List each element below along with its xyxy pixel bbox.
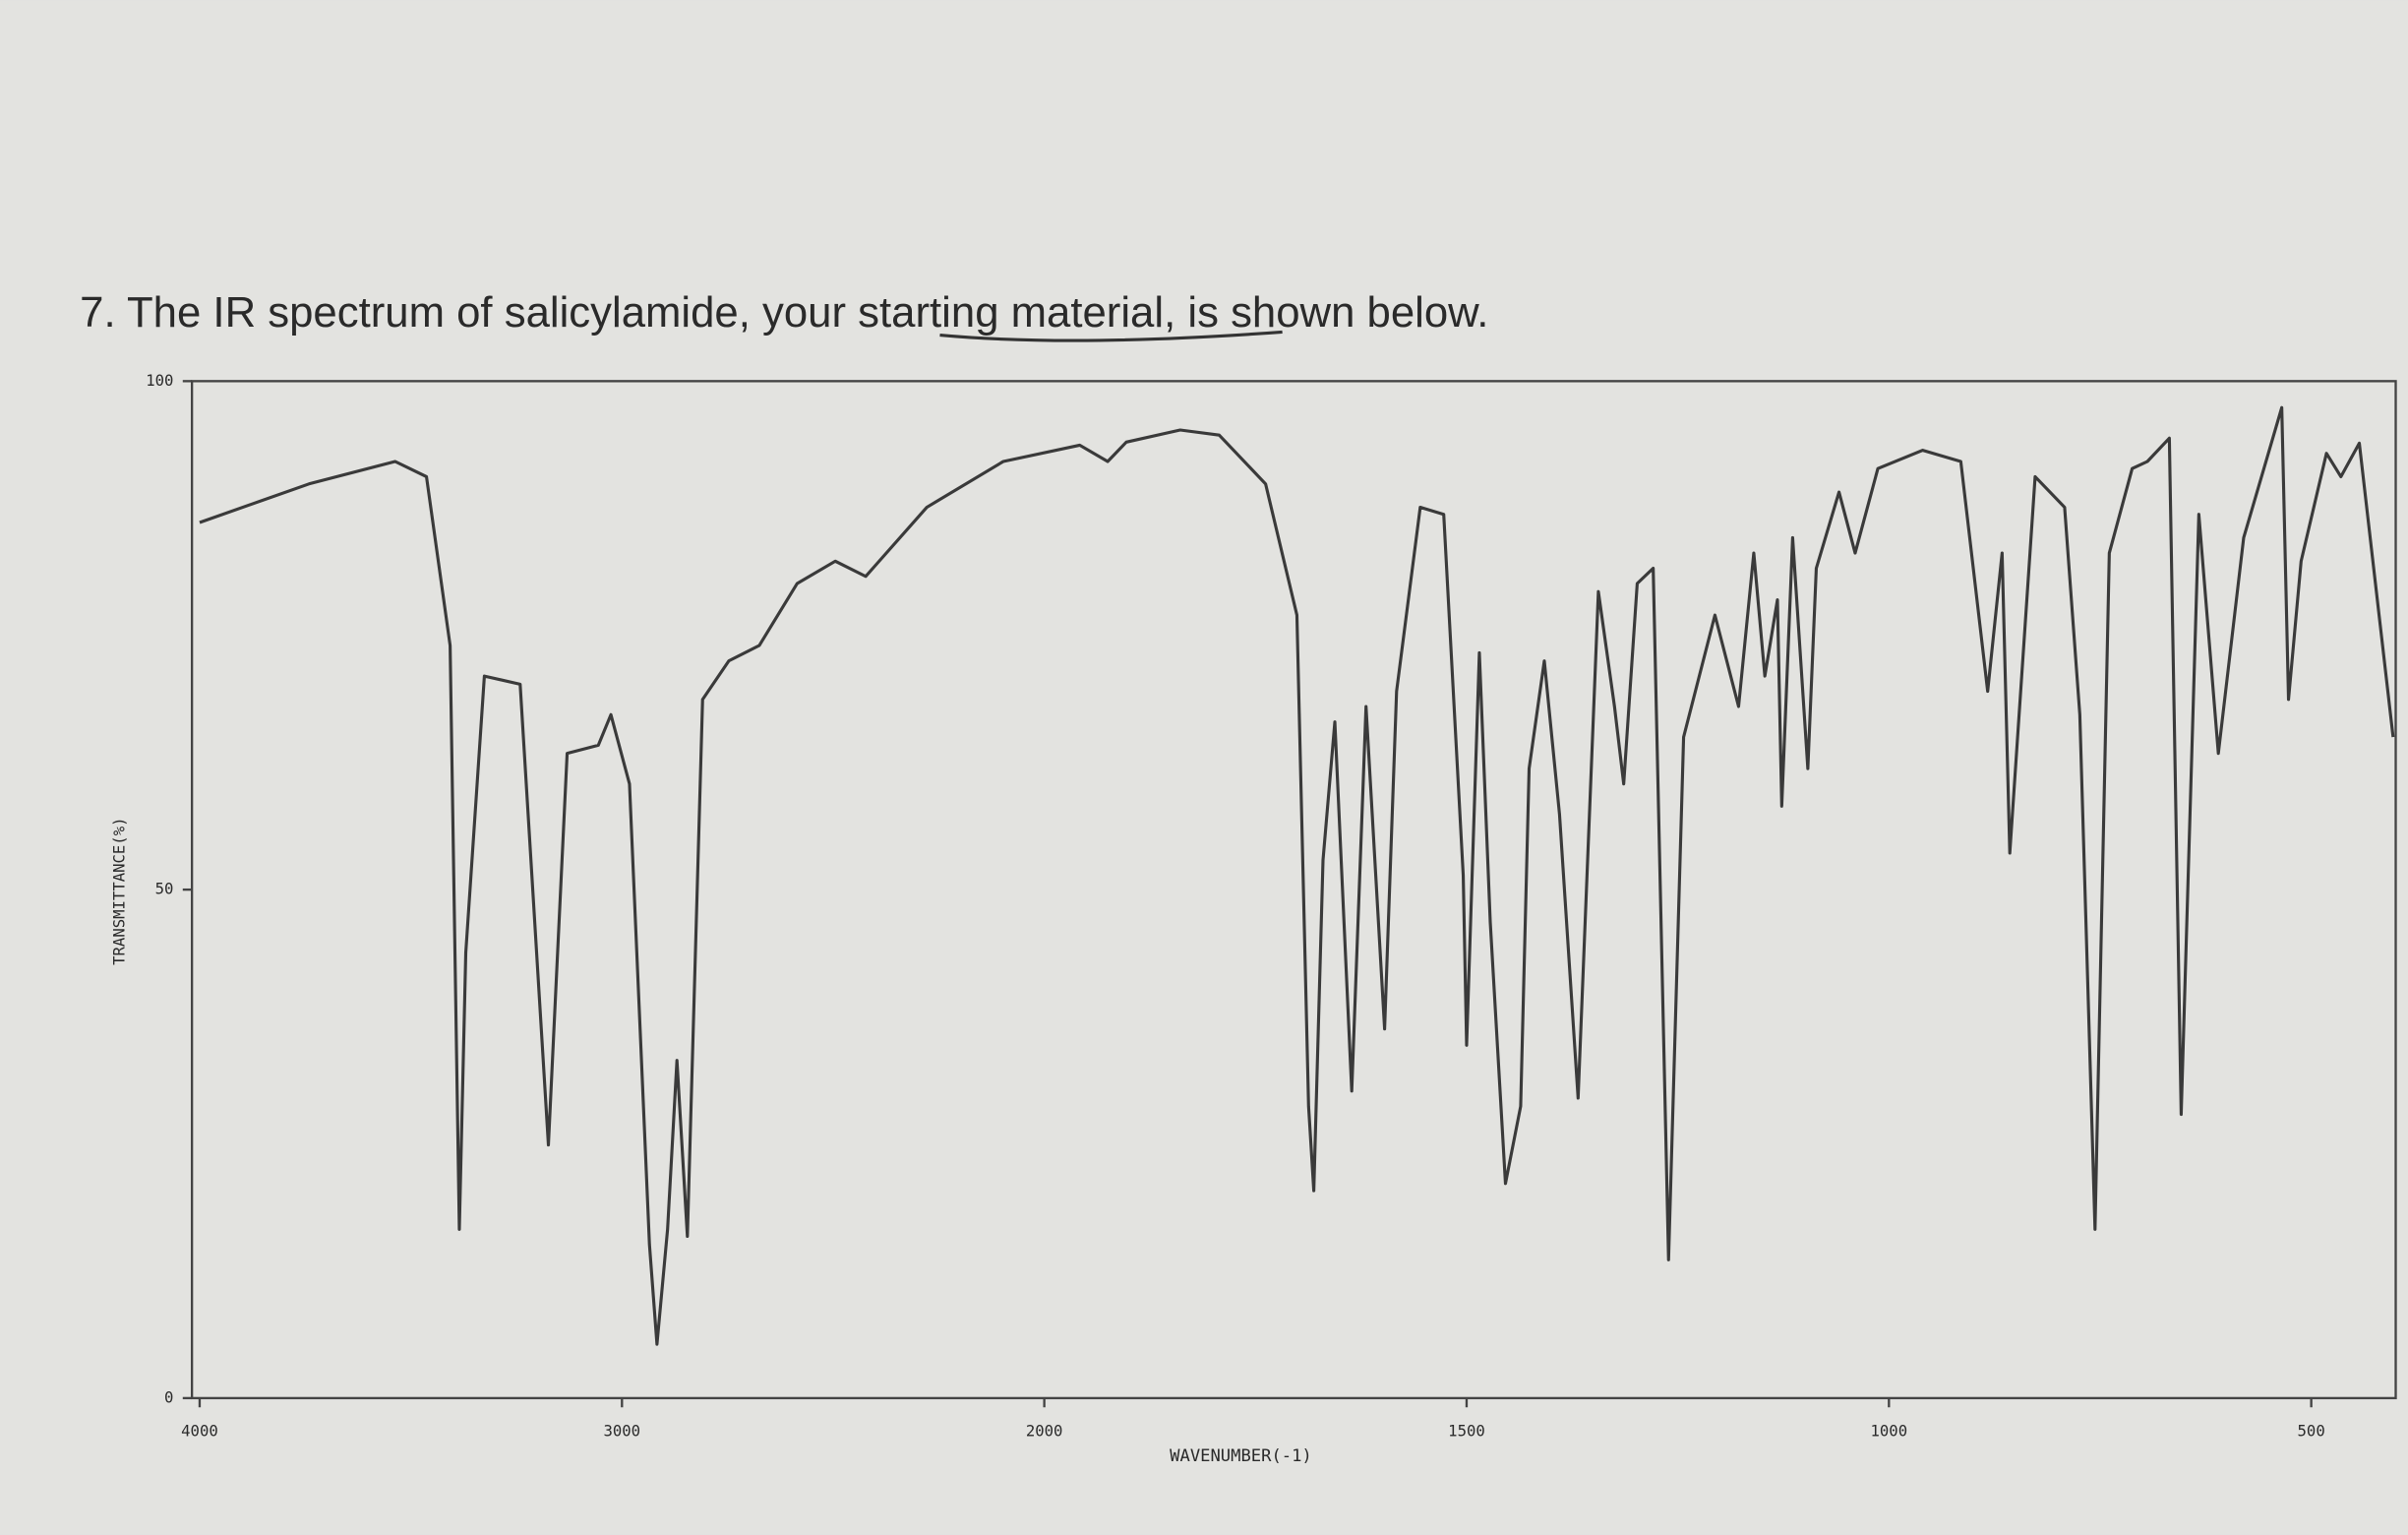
x-tick-label: 3000 bbox=[603, 1423, 640, 1441]
x-tick-label: 4000 bbox=[181, 1423, 218, 1441]
spectrum-line bbox=[199, 405, 2395, 1346]
y-axis-label: TRANSMITTANCE(%) bbox=[110, 817, 128, 964]
y-tick-label: 0 bbox=[164, 1388, 173, 1406]
x-tick-label: 500 bbox=[2298, 1423, 2325, 1441]
x-tick-label: 1000 bbox=[1871, 1423, 1908, 1441]
x-tick-label: 1500 bbox=[1448, 1423, 1485, 1441]
underline bbox=[939, 330, 1283, 342]
y-tick-label: 50 bbox=[155, 881, 174, 898]
x-axis-label: WAVENUMBER(-1) bbox=[1170, 1446, 1312, 1466]
x-tick-label: 2000 bbox=[1026, 1423, 1063, 1441]
y-tick-label: 100 bbox=[146, 372, 173, 390]
chart-title: 7. The IR spectrum of salicylamide, your… bbox=[80, 288, 1488, 337]
